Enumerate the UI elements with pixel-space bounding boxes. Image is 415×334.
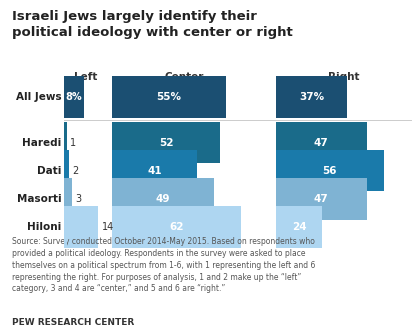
Text: 41: 41	[147, 166, 162, 176]
Text: 56: 56	[323, 166, 337, 176]
Text: 3: 3	[75, 194, 81, 204]
Text: 24: 24	[292, 222, 306, 232]
Text: Hiloni: Hiloni	[27, 222, 61, 232]
FancyBboxPatch shape	[276, 76, 347, 118]
FancyBboxPatch shape	[64, 178, 71, 220]
FancyBboxPatch shape	[276, 150, 384, 191]
FancyBboxPatch shape	[276, 122, 366, 163]
Text: All Jews: All Jews	[16, 92, 61, 102]
FancyBboxPatch shape	[64, 150, 69, 191]
FancyBboxPatch shape	[64, 206, 98, 248]
Text: Left: Left	[74, 72, 98, 82]
Text: Center: Center	[165, 72, 204, 82]
FancyBboxPatch shape	[112, 150, 197, 191]
Text: Dati: Dati	[37, 166, 61, 176]
Text: 8%: 8%	[66, 92, 82, 102]
FancyBboxPatch shape	[276, 178, 366, 220]
Text: 14: 14	[102, 222, 114, 232]
Text: Haredi: Haredi	[22, 138, 61, 148]
Text: 62: 62	[169, 222, 183, 232]
FancyBboxPatch shape	[64, 122, 67, 163]
FancyBboxPatch shape	[64, 122, 67, 163]
FancyBboxPatch shape	[112, 76, 226, 118]
FancyBboxPatch shape	[64, 206, 67, 248]
FancyBboxPatch shape	[112, 206, 241, 248]
Text: 47: 47	[314, 194, 329, 204]
Text: 55%: 55%	[156, 92, 182, 102]
FancyBboxPatch shape	[64, 150, 67, 191]
Text: Masorti: Masorti	[17, 194, 61, 204]
FancyBboxPatch shape	[64, 178, 67, 220]
FancyBboxPatch shape	[112, 178, 214, 220]
Text: 37%: 37%	[299, 92, 324, 102]
Text: Right: Right	[328, 72, 359, 82]
Text: PEW RESEARCH CENTER: PEW RESEARCH CENTER	[12, 318, 135, 327]
Text: Source: Survey conducted October 2014-May 2015. Based on respondents who
provide: Source: Survey conducted October 2014-Ma…	[12, 237, 316, 293]
Text: 52: 52	[159, 138, 173, 148]
FancyBboxPatch shape	[276, 206, 322, 248]
Text: Israeli Jews largely identify their
political ideology with center or right: Israeli Jews largely identify their poli…	[12, 10, 293, 39]
Text: 47: 47	[314, 138, 329, 148]
Text: 49: 49	[156, 194, 170, 204]
Text: 1: 1	[70, 138, 76, 148]
FancyBboxPatch shape	[64, 76, 84, 118]
Text: 2: 2	[73, 166, 79, 176]
FancyBboxPatch shape	[112, 122, 220, 163]
